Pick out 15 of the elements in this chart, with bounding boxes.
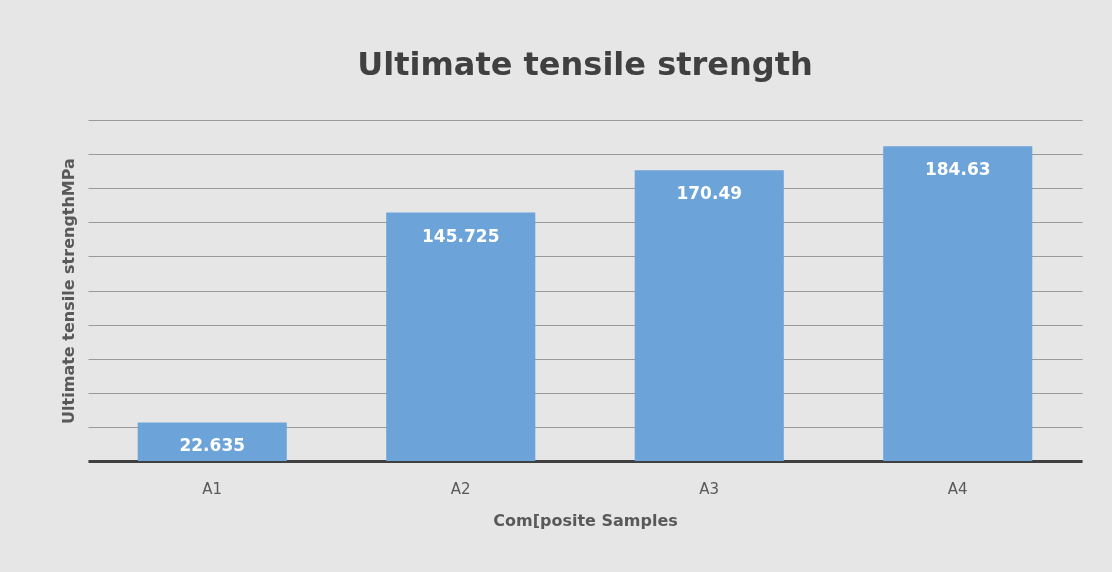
- chart-title: Ultimate tensile strength: [357, 45, 813, 83]
- data-label: 170.49: [676, 183, 743, 204]
- x-tick-label: A1: [202, 479, 223, 498]
- x-tick-label: A3: [699, 479, 720, 498]
- bar: [386, 212, 536, 461]
- data-label: 145.725: [422, 225, 500, 246]
- x-axis-title: Com[posite Samples: [493, 510, 678, 530]
- y-axis-title: Ultimate tensile strengthMPa: [58, 158, 78, 424]
- x-tick-label: A2: [450, 479, 471, 498]
- bar: [137, 422, 287, 461]
- data-label: 22.635: [179, 435, 246, 456]
- bar: [883, 146, 1033, 461]
- x-tick-label: A4: [947, 479, 968, 498]
- bar: [634, 170, 784, 461]
- data-label: 184.63: [924, 159, 991, 180]
